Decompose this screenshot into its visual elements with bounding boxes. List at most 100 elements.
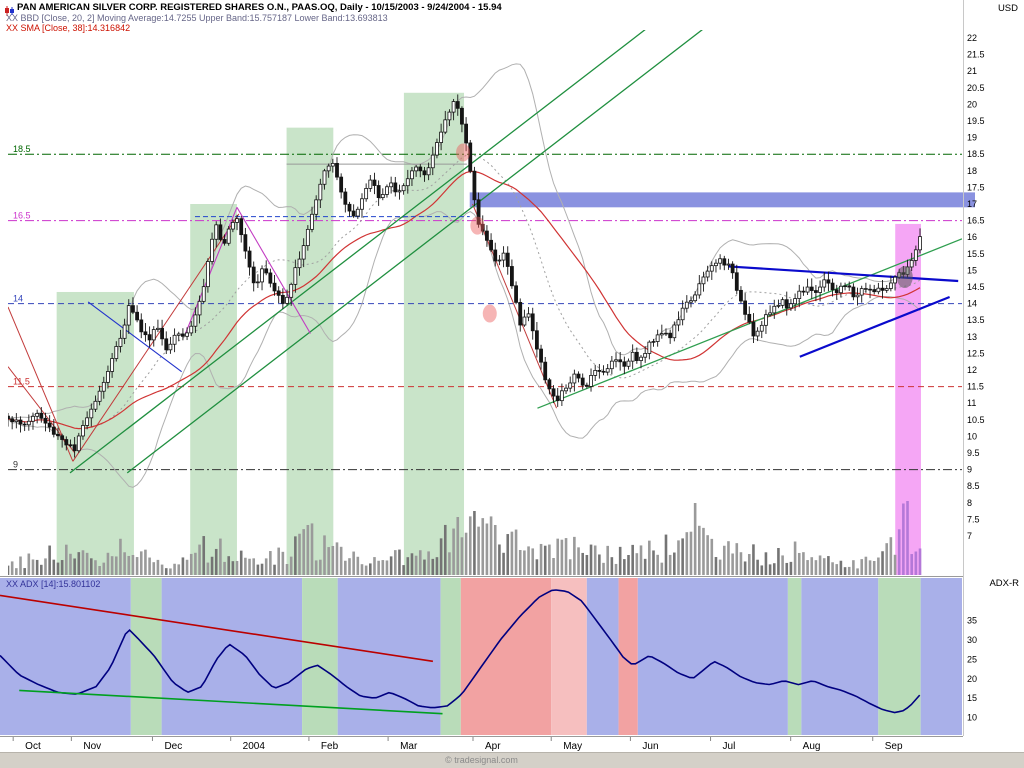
candle-body [97,390,102,402]
candle-body [360,198,364,210]
volume-bar [219,538,222,575]
volume-bar [131,554,135,575]
volume-bar [568,559,572,575]
volume-bar [256,564,260,575]
candle-body [85,417,90,426]
candle-body [60,435,65,440]
candle-body [626,360,631,367]
volume-bar [418,550,422,575]
volume-bar [285,564,289,575]
candle-body [310,213,314,230]
candle-body [272,282,277,292]
candle-body [106,371,110,383]
volume-bar [581,552,584,575]
candle-body [530,313,535,332]
volume-bar [406,557,410,575]
candle-body [643,353,648,358]
volume-bar [302,529,305,575]
price-tick-label: 17 [967,199,977,209]
candle-body [705,270,710,278]
candle-body [918,236,922,251]
highlight-marker [482,304,497,323]
adx-blue-band [586,578,619,735]
price-tick-label: 14 [967,299,977,309]
volume-bar [643,558,647,575]
candle-body [455,101,460,109]
highlight-marker [896,266,913,289]
axes: 22 21.5 21 20.5 20 19.5 19 18.5 18 17.5 17 16.5 16 15… [12,33,985,752]
volume-bar [539,543,543,575]
volume-bar [843,567,847,575]
candle-body [451,101,456,113]
candle-body [714,262,718,267]
candle-body [335,162,339,178]
candle-body [201,286,206,302]
volume-bar [914,551,918,575]
candle-body [755,330,760,337]
adx-blue-band [920,578,962,735]
chart-type-icon [4,3,14,21]
price-tick-label: 15 [967,265,977,275]
volume-bar [660,562,664,575]
volume-bar [414,555,418,575]
volume-bar [822,558,826,575]
volume-bar [73,558,76,575]
candle-body [726,263,731,266]
candle-body [397,190,402,193]
level-label: 14 [13,294,23,304]
candle-body [805,286,810,293]
green-vertical-band [286,127,334,575]
candle-body [139,319,144,333]
volume-bar [635,553,639,575]
candle-body [655,334,660,342]
candle-body [101,381,106,392]
volume-bar [818,555,822,575]
candle-body [872,289,877,293]
candle-body [368,179,373,189]
volume-bar [177,564,181,575]
volume-bar [273,564,276,575]
candle-body [476,199,481,225]
volume-bar [627,555,630,575]
volume-bar [523,550,526,575]
candle-body [372,179,377,186]
volume-bar [498,544,501,575]
volume-bar [402,565,405,575]
volume-bar [877,557,880,575]
candle-body [426,167,431,176]
volume-bar [902,503,905,575]
candle-body [443,119,448,133]
candle-body [534,330,539,350]
volume-bar [306,525,310,575]
candle-body [718,258,723,264]
candle-body [764,314,768,326]
volume-bar [756,559,759,575]
candle-body [210,238,214,262]
sma-indicator-label: XX SMA [Close, 38]:14.316842 [6,23,131,33]
candle-body [584,384,589,387]
volume-bar [543,545,547,575]
candle-body [364,188,369,200]
candle-body [18,419,23,425]
candle-body [743,300,748,315]
bollinger-upper-line [8,63,921,420]
price-tick-label: 18 [967,166,977,176]
price-tick-label: 20.5 [967,83,985,93]
candle-body [447,111,452,121]
volume-bar [573,536,576,575]
adx-panel [0,578,962,735]
price-tick-label: 9.5 [967,448,980,458]
adx-green-band [787,578,802,735]
candle-body [110,358,115,372]
trendline [537,238,962,409]
volume-bar [556,538,560,575]
candle-body [168,343,173,351]
volume-bar [772,563,776,575]
candle-body [489,239,493,251]
x-axis-label: 2004 [243,741,266,752]
candle-body [280,294,285,304]
adx-blue-band [0,578,131,735]
volume-bar [98,566,101,575]
volume-bar [552,557,555,575]
